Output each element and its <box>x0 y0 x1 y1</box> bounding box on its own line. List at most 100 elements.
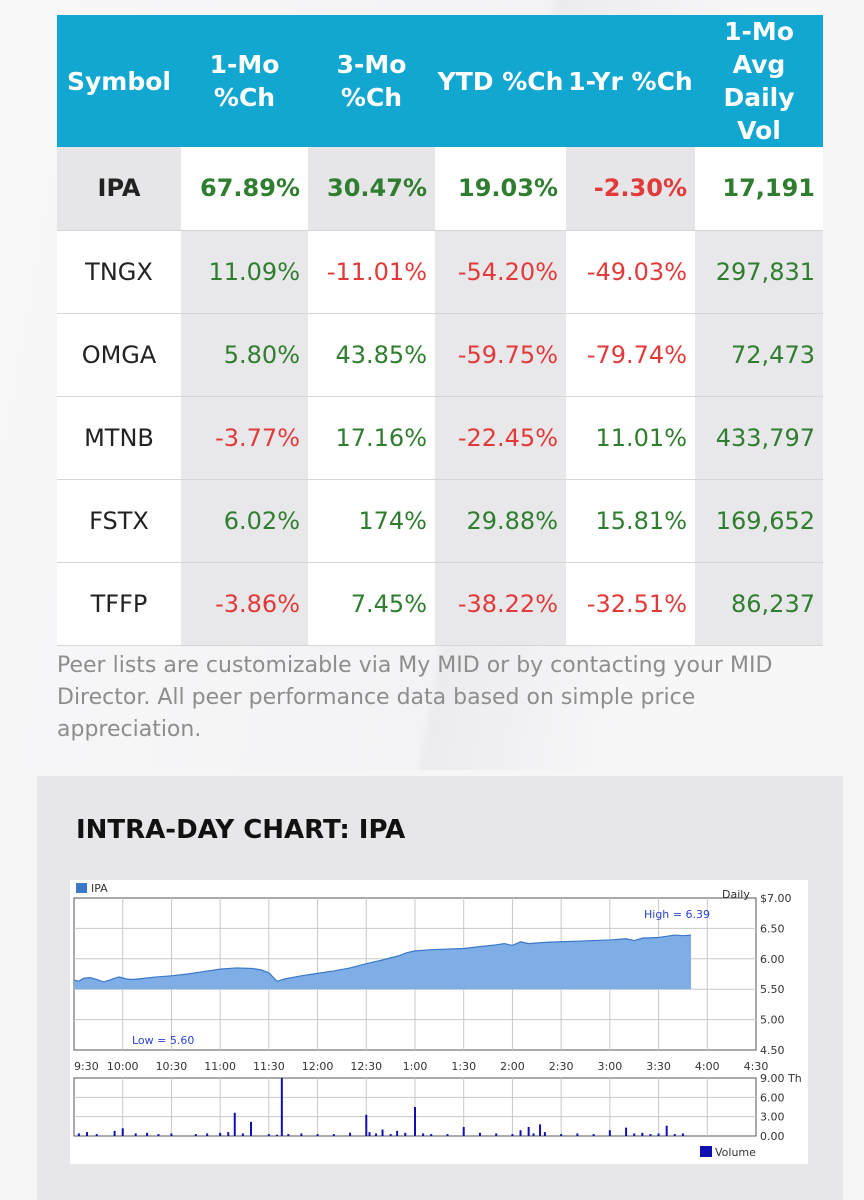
table-row[interactable]: MTNB -3.77% 17.16% -22.45% 11.01% 433,797 <box>57 396 823 480</box>
intraday-chart: $7.00 6.50 6.00 5.50 5.00 4.50 9.00 Th 6.00 3.00… <box>70 880 808 1164</box>
cell-vol: 433,797 <box>695 396 823 480</box>
volume-bar <box>396 1130 399 1136</box>
table-row[interactable]: OMGA 5.80% 43.85% -59.75% -79.74% 72,473 <box>57 313 823 397</box>
time-x-tick-label: 11:00 <box>204 1060 236 1073</box>
column-header-m3[interactable]: 3-Mo %Ch <box>308 15 435 147</box>
symbol-cell[interactable]: TNGX <box>57 230 181 314</box>
volume-bar <box>121 1128 124 1136</box>
cell-m3: 7.45% <box>308 562 435 646</box>
volume-bar <box>511 1134 514 1136</box>
time-x-tick-label: 4:00 <box>695 1060 720 1073</box>
volume-bar <box>287 1134 290 1136</box>
time-x-tick-label: 1:00 <box>403 1060 428 1073</box>
volume-bar <box>113 1130 116 1136</box>
volume-bar <box>194 1134 197 1136</box>
table-row[interactable]: IPA 67.89% 30.47% 19.03% -2.30% 17,191 <box>57 147 823 231</box>
symbol-cell[interactable]: MTNB <box>57 396 181 480</box>
volume-legend-label: Volume <box>715 1146 756 1159</box>
volume-bar <box>219 1132 222 1136</box>
symbol-cell[interactable]: TFFP <box>57 562 181 646</box>
cell-vol: 297,831 <box>695 230 823 314</box>
cell-vol: 17,191 <box>695 147 823 231</box>
time-x-tick-label: 3:30 <box>646 1060 671 1073</box>
volume-bar <box>543 1132 546 1136</box>
volume-bar <box>430 1134 433 1136</box>
symbol-cell[interactable]: OMGA <box>57 313 181 397</box>
cell-m3: 43.85% <box>308 313 435 397</box>
volume-bar <box>414 1107 416 1136</box>
high-annotation: High = 6.39 <box>644 908 710 921</box>
cell-m3: 174% <box>308 479 435 563</box>
volume-bar <box>170 1133 173 1136</box>
volume-bar <box>532 1133 535 1136</box>
column-header-m1[interactable]: 1-Mo %Ch <box>181 15 308 147</box>
volume-bar <box>519 1130 522 1136</box>
volume-bar <box>592 1134 595 1136</box>
column-header-vol[interactable]: 1-Mo Avg Daily Vol <box>695 15 823 147</box>
cell-ytd: 19.03% <box>435 147 566 231</box>
volume-bar <box>633 1133 636 1136</box>
cell-m1: 11.09% <box>181 230 308 314</box>
volume-y-tick-label: 9.00 Th <box>760 1072 802 1085</box>
cell-vol: 72,473 <box>695 313 823 397</box>
volume-y-tick-label: 0.00 <box>760 1130 785 1143</box>
time-x-tick-label: 1:30 <box>451 1060 476 1073</box>
time-x-tick-label: 2:00 <box>500 1060 525 1073</box>
volume-y-tick-label: 6.00 <box>760 1091 785 1104</box>
cell-m1: -3.86% <box>181 562 308 646</box>
cell-y1: -2.30% <box>566 147 695 231</box>
table-row[interactable]: TNGX 11.09% -11.01% -54.20% -49.03% 297,831 <box>57 230 823 314</box>
cell-vol: 86,237 <box>695 562 823 646</box>
volume-bar <box>375 1133 378 1136</box>
price-y-tick-label: $7.00 <box>760 892 792 905</box>
volume-bar <box>332 1134 335 1136</box>
time-x-tick-label: 10:30 <box>156 1060 188 1073</box>
volume-bar <box>495 1133 498 1136</box>
symbol-cell[interactable]: FSTX <box>57 479 181 563</box>
volume-bar <box>608 1130 611 1136</box>
price-y-tick-label: 5.50 <box>760 983 785 996</box>
volume-bar <box>478 1132 481 1136</box>
cell-ytd: 29.88% <box>435 479 566 563</box>
cell-m1: -3.77% <box>181 396 308 480</box>
volume-bar <box>157 1134 160 1136</box>
volume-bar <box>527 1126 530 1136</box>
price-y-tick-label: 4.50 <box>760 1044 785 1057</box>
cell-m3: 17.16% <box>308 396 435 480</box>
volume-bar <box>681 1133 684 1136</box>
volume-bar <box>625 1127 628 1136</box>
table-row[interactable]: FSTX 6.02% 174% 29.88% 15.81% 169,652 <box>57 479 823 563</box>
volume-bar <box>349 1132 352 1136</box>
time-x-tick-label: 11:30 <box>253 1060 285 1073</box>
daily-label: Daily <box>722 888 750 901</box>
volume-bar <box>206 1133 209 1136</box>
ipa-legend-label: IPA <box>91 882 108 895</box>
cell-vol: 169,652 <box>695 479 823 563</box>
volume-bar <box>673 1134 676 1136</box>
volume-bar <box>95 1134 98 1136</box>
table-header-row: Symbol 1-Mo %Ch 3-Mo %Ch YTD %Ch 1-Yr %Ch 1-Mo A… <box>57 15 823 147</box>
time-x-tick-label: 10:00 <box>107 1060 139 1073</box>
volume-bar <box>560 1134 563 1136</box>
volume-bar <box>241 1133 244 1136</box>
time-x-tick-label: 3:00 <box>598 1060 623 1073</box>
table-row[interactable]: TFFP -3.86% 7.45% -38.22% -32.51% 86,237 <box>57 562 823 646</box>
symbol-cell[interactable]: IPA <box>57 147 181 231</box>
volume-bar <box>249 1121 252 1136</box>
column-header-ytd[interactable]: YTD %Ch <box>435 15 566 147</box>
cell-ytd: -59.75% <box>435 313 566 397</box>
volume-bar <box>275 1134 278 1136</box>
volume-bar <box>641 1132 644 1136</box>
cell-y1: 11.01% <box>566 396 695 480</box>
cell-y1: -32.51% <box>566 562 695 646</box>
column-header-symbol[interactable]: Symbol <box>57 15 181 147</box>
column-header-y1[interactable]: 1-Yr %Ch <box>566 15 695 147</box>
volume-bar <box>134 1133 137 1136</box>
volume-bar <box>539 1124 542 1136</box>
volume-bar <box>233 1112 236 1136</box>
volume-bar <box>422 1133 425 1136</box>
volume-bar <box>85 1132 88 1136</box>
ipa-legend-swatch <box>76 883 87 893</box>
price-y-tick-label: 6.50 <box>760 922 785 935</box>
cell-m1: 6.02% <box>181 479 308 563</box>
